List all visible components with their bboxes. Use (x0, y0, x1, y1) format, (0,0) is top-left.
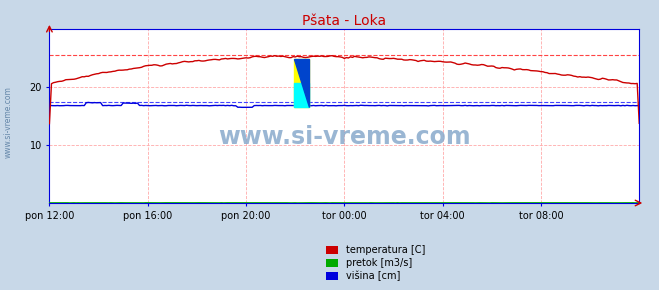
Bar (294, 83, 309, 107)
Title: Pšata - Loka: Pšata - Loka (302, 14, 386, 28)
Polygon shape (294, 59, 309, 107)
Text: www.si-vreme.com: www.si-vreme.com (3, 86, 13, 158)
Text: www.si-vreme.com: www.si-vreme.com (218, 125, 471, 149)
Bar (294, 59, 309, 107)
Legend: temperatura [C], pretok [m3/s], višina [cm]: temperatura [C], pretok [m3/s], višina [… (322, 241, 429, 285)
